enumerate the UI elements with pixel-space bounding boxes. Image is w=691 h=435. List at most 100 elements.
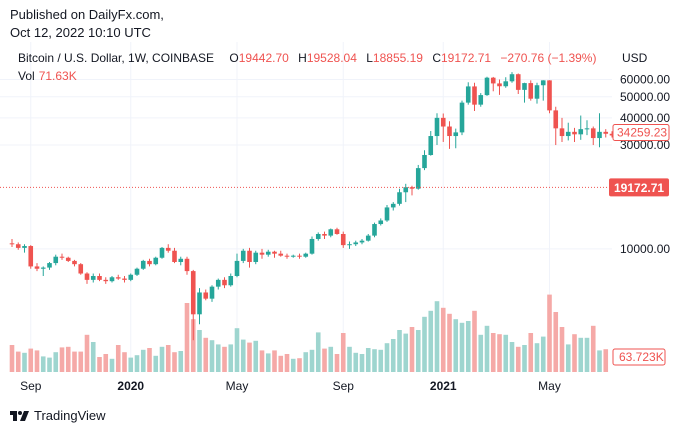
candle-body[interactable] xyxy=(309,238,315,254)
candle-body[interactable] xyxy=(478,95,484,105)
candle-body[interactable] xyxy=(572,131,577,135)
candle-body[interactable] xyxy=(372,224,377,236)
symbol-title[interactable]: Bitcoin / U.S. Dollar, 1W, COINBASE xyxy=(18,51,215,65)
candle-body[interactable] xyxy=(272,251,277,254)
candle-body[interactable] xyxy=(215,279,221,287)
candle-body[interactable] xyxy=(247,250,252,262)
candle-body[interactable] xyxy=(303,253,309,257)
candle-body[interactable] xyxy=(415,168,421,189)
candle-body[interactable] xyxy=(259,252,265,255)
candle-body[interactable] xyxy=(203,292,209,299)
candle-body[interactable] xyxy=(128,274,134,280)
candle-body[interactable] xyxy=(534,85,540,99)
candle-body[interactable] xyxy=(528,83,534,99)
candle-body[interactable] xyxy=(122,278,127,280)
candle-body[interactable] xyxy=(459,102,465,133)
candle-body[interactable] xyxy=(353,242,359,245)
candle-body[interactable] xyxy=(547,80,552,111)
candle-body[interactable] xyxy=(472,86,477,105)
candle-body[interactable] xyxy=(159,247,165,258)
candle-body[interactable] xyxy=(584,128,590,130)
candle-body[interactable] xyxy=(290,255,296,257)
candle-body[interactable] xyxy=(328,229,334,236)
candle-body[interactable] xyxy=(40,267,46,269)
candle-body[interactable] xyxy=(240,250,246,261)
candle-body[interactable] xyxy=(428,136,434,155)
candle-body[interactable] xyxy=(540,80,546,86)
candle-body[interactable] xyxy=(90,276,96,280)
candle-body[interactable] xyxy=(553,110,559,129)
candle-body[interactable] xyxy=(165,247,171,251)
candle-body[interactable] xyxy=(253,252,259,262)
candle-body[interactable] xyxy=(78,264,84,274)
candle-body[interactable] xyxy=(522,83,527,90)
candle-body[interactable] xyxy=(434,117,440,137)
candle-body[interactable] xyxy=(115,277,121,279)
candle-body[interactable] xyxy=(497,83,502,87)
candle-body[interactable] xyxy=(184,258,190,272)
candle-body[interactable] xyxy=(265,251,271,255)
candle-body[interactable] xyxy=(334,229,340,234)
candle-body[interactable] xyxy=(284,255,290,257)
candle-body[interactable] xyxy=(172,250,177,262)
tradingview-logo-icon[interactable] xyxy=(10,409,29,423)
candle-body[interactable] xyxy=(178,258,184,262)
candle-body[interactable] xyxy=(365,235,371,241)
candle-body[interactable] xyxy=(84,273,90,280)
candle-body[interactable] xyxy=(409,187,415,189)
candle-body[interactable] xyxy=(97,276,102,280)
candle-body[interactable] xyxy=(422,154,427,169)
candle-body[interactable] xyxy=(22,246,27,248)
candle-body[interactable] xyxy=(484,77,490,96)
candle-body[interactable] xyxy=(509,74,515,82)
candle-body[interactable] xyxy=(140,260,146,269)
candle-body[interactable] xyxy=(15,244,21,248)
candle-body[interactable] xyxy=(490,77,496,84)
candle-body[interactable] xyxy=(447,126,452,137)
candle-body[interactable] xyxy=(597,131,602,139)
candle-body[interactable] xyxy=(222,279,227,286)
candle-body[interactable] xyxy=(228,276,234,286)
candle-body[interactable] xyxy=(590,128,596,139)
candle-body[interactable] xyxy=(322,233,327,236)
candle-body[interactable] xyxy=(609,133,615,136)
candle-body[interactable] xyxy=(565,131,571,137)
candle-body[interactable] xyxy=(9,243,15,245)
candle-body[interactable] xyxy=(515,74,521,90)
candle-body[interactable] xyxy=(34,266,40,269)
candle-body[interactable] xyxy=(297,255,302,257)
candle-body[interactable] xyxy=(147,260,152,265)
candle-body[interactable] xyxy=(234,260,240,277)
candle-body[interactable] xyxy=(453,132,459,137)
candle-body[interactable] xyxy=(347,244,352,246)
candle-body[interactable] xyxy=(503,81,509,87)
brand-name[interactable]: TradingView xyxy=(34,408,106,423)
candle-body[interactable] xyxy=(47,263,52,268)
candle-body[interactable] xyxy=(28,246,34,267)
candle-body[interactable] xyxy=(197,292,202,315)
candle-body[interactable] xyxy=(359,240,365,243)
candle-body[interactable] xyxy=(390,203,396,208)
candle-body[interactable] xyxy=(397,192,402,204)
candle-body[interactable] xyxy=(315,233,321,239)
candle-body[interactable] xyxy=(209,286,215,299)
candle-body[interactable] xyxy=(403,187,409,193)
candle-body[interactable] xyxy=(153,257,159,265)
candle-body[interactable] xyxy=(72,260,77,265)
candle-body[interactable] xyxy=(53,256,59,264)
candle-body[interactable] xyxy=(134,268,140,275)
candle-body[interactable] xyxy=(465,86,471,103)
candle-body[interactable] xyxy=(603,131,609,134)
candle-body[interactable] xyxy=(278,253,284,256)
candle-body[interactable] xyxy=(103,279,109,282)
candle-body[interactable] xyxy=(65,257,71,261)
candle-body[interactable] xyxy=(190,271,196,315)
candle-body[interactable] xyxy=(578,129,584,135)
candle-body[interactable] xyxy=(378,220,384,225)
candle-body[interactable] xyxy=(440,117,446,127)
candle-body[interactable] xyxy=(384,207,390,221)
candle-body[interactable] xyxy=(59,256,65,258)
candle-body[interactable] xyxy=(340,233,346,246)
volume-legend[interactable]: Vol 71.63K xyxy=(18,69,77,83)
